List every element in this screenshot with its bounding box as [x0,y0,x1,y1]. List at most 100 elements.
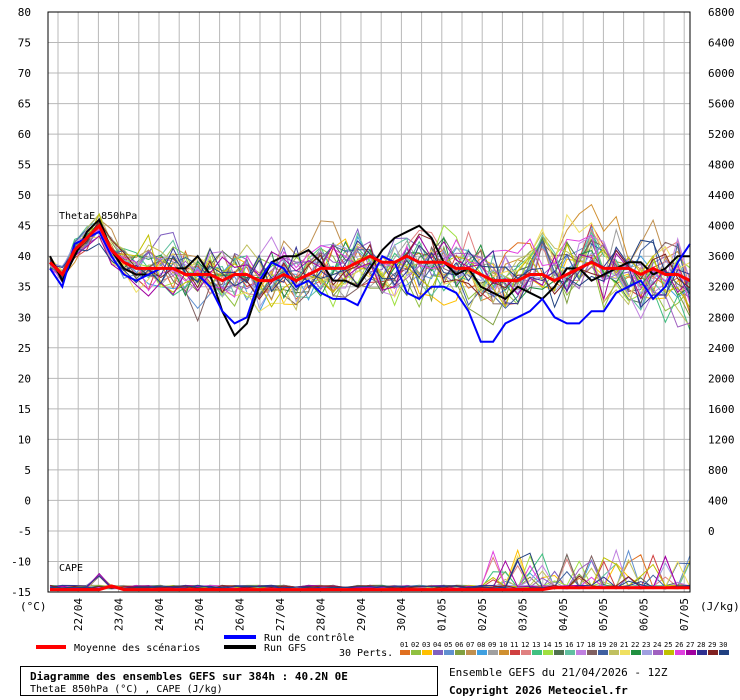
legend-pert-swatch [719,650,729,655]
pert-thetae-line [49,228,691,328]
y-right-tick: 6000 [708,67,735,80]
legend-perts-label: 30 Perts. [339,648,393,659]
x-tick-label: 23/04 [112,598,125,631]
legend-pert-id: 28 [697,641,705,649]
copyright: Copyright 2026 Meteociel.fr [449,684,628,697]
legend-pert-id: 06 [455,641,463,649]
legend-pert-swatch [642,650,652,655]
y-right-tick: 0 [708,525,715,538]
y-left-tick: 40 [18,250,31,263]
y-left-tick: -5 [18,525,31,538]
legend-pert-id: 29 [708,641,716,649]
x-tick-label: 02/05 [476,598,489,631]
legend-pert-id: 13 [532,641,540,649]
y-right-tick: 800 [708,464,728,477]
legend-pert-swatch [708,650,718,655]
x-tick-label: 03/05 [516,598,529,631]
y-left-tick: 65 [18,98,31,111]
legend-pert-swatch [554,650,564,655]
pert-thetae-line [49,229,691,323]
y-right-tick: 2000 [708,372,735,385]
legend-pert-swatch [631,650,641,655]
x-tick-label: 06/05 [638,598,651,631]
y-left-tick: 20 [18,372,31,385]
x-tick-label: 28/04 [314,598,327,631]
y-left-tick: 10 [18,433,31,446]
x-tick-label: 29/04 [355,598,368,631]
legend-pert-swatch [411,650,421,655]
legend-pert-id: 25 [664,641,672,649]
y-right-tick: 5600 [708,98,735,111]
x-tick-label: 07/05 [678,598,691,631]
x-tick-label: 22/04 [72,598,85,631]
pert-cape-line [49,559,691,590]
info-box: Diagramme des ensembles GEFS sur 384h : … [20,666,438,696]
y-left-tick: 60 [18,128,31,141]
legend-pert-id: 03 [422,641,430,649]
chart-subtitle: ThetaE 850hPa (°C) , CAPE (J/kg) [30,684,223,695]
legend-pert-id: 26 [675,641,683,649]
y-right-tick: 6800 [708,6,735,19]
legend-pert-swatch [664,650,674,655]
y-right-tick: 3200 [708,281,735,294]
y-left-tick: 45 [18,220,31,233]
legend-pert-id: 23 [642,641,650,649]
x-tick-label: 04/05 [557,598,570,631]
legend-pert-swatch [477,650,487,655]
legend-pert-id: 09 [488,641,496,649]
y-left-tick: 5 [24,464,31,477]
y-left-tick: -15 [11,586,31,599]
legend-pert-swatch [400,650,410,655]
y-left-tick: 55 [18,159,31,172]
legend-pert-swatch [499,650,509,655]
legend-gfs-label: Run GFS [264,643,306,654]
legend-pert-swatch [433,650,443,655]
chart-grid [48,11,690,593]
pert-cape-line [49,575,691,590]
legend-pert-id: 20 [609,641,617,649]
legend-perturbations: 01 02 03 04 05 06 07 08 09 10 11 12 13 14 15 16 17 18 19 20… [400,641,729,655]
y-left-tick: 30 [18,311,31,324]
legend-pert-id: 14 [543,641,551,649]
legend-pert-swatch [444,650,454,655]
left-unit-label: (°C) [20,600,47,613]
y-right-tick: 1200 [708,433,735,446]
legend: Moyenne des scénarios Run de contrôle Ru… [36,632,729,659]
pert-thetae-line [49,239,691,309]
legend-pert-swatch [422,650,432,655]
legend-pert-swatch [620,650,630,655]
axis-ticks: -15 -10 -5 0 0 400 5 800 10 1200 15 1600 20 2000 25 240… [11,6,734,631]
legend-pert-swatch [675,650,685,655]
y-left-tick: 25 [18,342,31,355]
chart-series [48,203,691,592]
legend-pert-swatch [587,650,597,655]
legend-pert-swatch [488,650,498,655]
legend-pert-id: 11 [510,641,518,649]
x-tick-label: 01/05 [436,598,449,631]
legend-pert-id: 16 [565,641,573,649]
run-info: Ensemble GEFS du 21/04/2026 - 12Z [449,666,668,679]
legend-pert-id: 30 [719,641,727,649]
legend-pert-swatch [598,650,608,655]
legend-pert-id: 02 [411,641,419,649]
y-right-tick: 400 [708,494,728,507]
x-tick-label: 05/05 [597,598,610,631]
legend-pert-id: 21 [620,641,628,649]
y-right-tick: 3600 [708,250,735,263]
pert-thetae-line [49,219,691,308]
legend-pert-id: 24 [653,641,661,649]
y-right-tick: 6400 [708,37,735,50]
legend-pert-id: 27 [686,641,694,649]
y-right-tick: 2800 [708,311,735,324]
legend-pert-swatch [543,650,553,655]
y-left-tick: -10 [11,555,31,568]
legend-mean-label: Moyenne des scénarios [74,642,200,654]
legend-pert-swatch [576,650,586,655]
y-right-tick: 1600 [708,403,735,416]
y-left-tick: 75 [18,37,31,50]
legend-pert-swatch [653,650,663,655]
annotation-cape: CAPE [59,563,83,574]
legend-pert-swatch [466,650,476,655]
legend-pert-swatch [455,650,465,655]
y-left-tick: 35 [18,281,31,294]
